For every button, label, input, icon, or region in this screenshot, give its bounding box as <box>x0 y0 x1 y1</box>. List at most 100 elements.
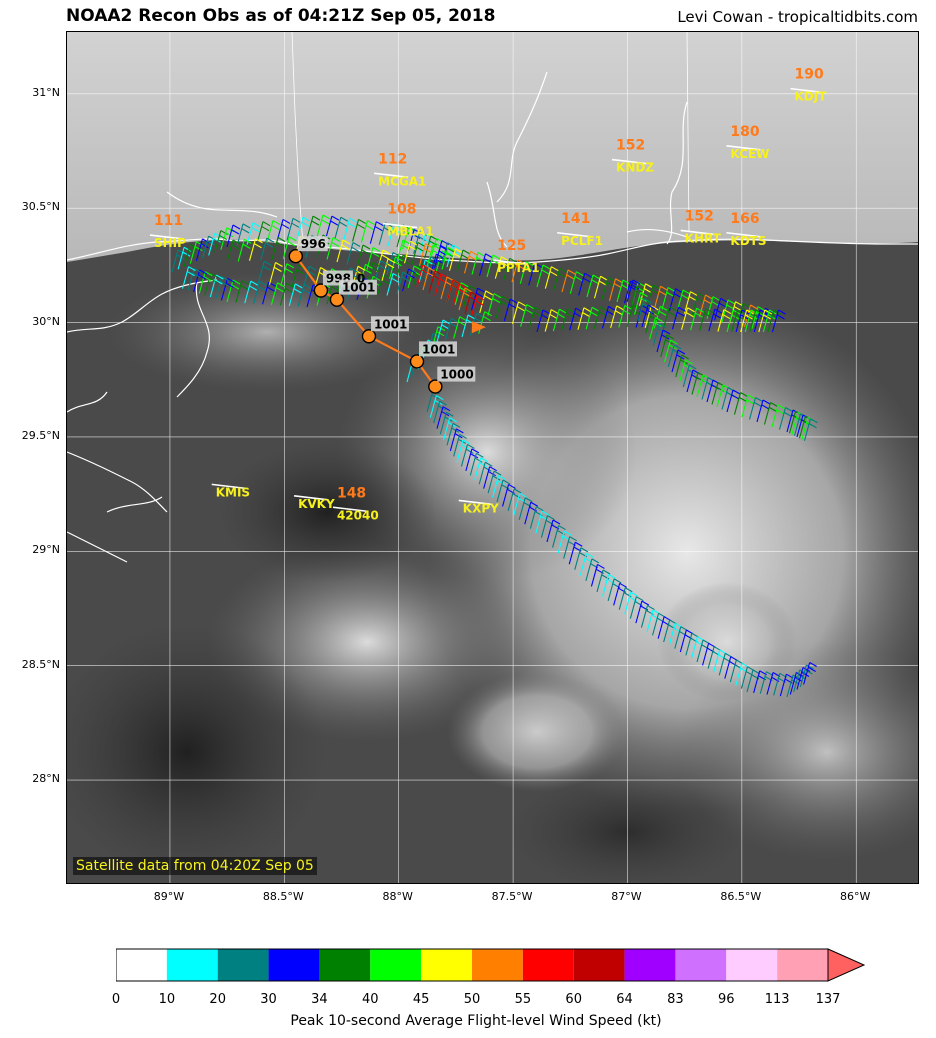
wind-barb <box>685 633 693 656</box>
wind-barb <box>667 287 676 292</box>
wind-barb <box>188 248 197 254</box>
wind-barb <box>451 317 459 323</box>
pressure-label-bg <box>370 316 409 332</box>
wind-barb <box>376 221 384 227</box>
wind-barb <box>458 283 467 289</box>
wind-barb <box>436 406 444 429</box>
wind-barb <box>443 417 451 440</box>
wind-barb <box>433 400 441 424</box>
station-kvky: KVKY <box>293 495 335 511</box>
wind-barb <box>653 306 661 329</box>
wind-barb <box>453 434 461 457</box>
wind-barb <box>608 278 617 301</box>
wind-barb <box>552 308 560 332</box>
wind-barb <box>711 301 720 307</box>
wind-barb <box>590 311 599 317</box>
wind-barb <box>799 669 807 675</box>
wind-barb <box>502 484 510 507</box>
wind-barb <box>392 228 401 234</box>
wind-barb <box>446 423 454 446</box>
wind-barb <box>533 311 542 317</box>
wind-barb <box>580 547 589 553</box>
wind-barb <box>541 510 550 516</box>
wind-barb <box>441 240 450 246</box>
wind-barb <box>231 244 240 250</box>
wind-barb <box>378 222 386 245</box>
lon-tick-label: 89°W <box>153 890 185 903</box>
wind-barb <box>660 334 668 358</box>
wind-barb <box>416 264 424 288</box>
wind-barb <box>202 238 210 244</box>
wind-barb <box>513 488 522 494</box>
wind-barb <box>657 616 665 639</box>
wind-barb <box>461 254 470 260</box>
wind-barb <box>762 399 771 405</box>
wind-barb <box>666 292 675 297</box>
lon-tick-label: 86°W <box>840 890 871 903</box>
wind-barb <box>458 287 466 311</box>
wind-barb <box>666 334 675 340</box>
wind-barb <box>226 224 234 248</box>
lat-tick-label: 30.5°N <box>21 200 60 214</box>
wind-barb <box>707 646 715 669</box>
wind-barb <box>446 244 454 268</box>
wind-barb <box>526 304 534 310</box>
wind-barb <box>508 303 517 309</box>
colorbar-tick-label: 50 <box>463 992 481 1007</box>
wind-barb <box>713 313 722 319</box>
wind-barb <box>529 506 537 529</box>
wind-barb <box>434 273 442 297</box>
wind-barb <box>373 260 382 283</box>
lat-tick-label: 28.5°N <box>21 657 60 671</box>
wind-barb <box>407 265 415 289</box>
wind-barb <box>454 282 462 305</box>
wind-barb <box>575 307 584 313</box>
wind-barb <box>478 253 487 276</box>
station-id: SHIP <box>154 236 186 250</box>
colorbar-bin <box>370 949 422 981</box>
wind-barb <box>193 269 201 293</box>
wind-barb <box>702 643 710 666</box>
wind-barb <box>459 433 467 439</box>
wind-barb <box>456 439 464 463</box>
wind-barb <box>585 307 593 330</box>
station-peak-value: 111 <box>154 213 183 229</box>
wind-barb <box>552 519 561 525</box>
wind-barb <box>288 236 297 242</box>
wind-barb <box>591 558 600 564</box>
wind-barb <box>236 223 244 247</box>
wind-barb <box>513 493 521 516</box>
wind-barb <box>349 217 357 223</box>
station-peak-value: 148 <box>337 485 366 501</box>
wind-barb <box>387 223 395 247</box>
wind-barb <box>429 238 437 261</box>
wind-barb <box>684 364 692 370</box>
wind-barb <box>786 409 794 433</box>
wind-barb <box>462 285 470 308</box>
wind-barb <box>661 334 670 340</box>
wind-barb <box>220 230 229 236</box>
wind-barb <box>476 295 485 301</box>
wind-barb <box>585 558 593 582</box>
station-id: MCGA1 <box>378 174 426 188</box>
wind-barb <box>652 323 660 346</box>
wind-barb <box>321 219 330 225</box>
pressure-label-bg <box>437 366 476 382</box>
wind-barb <box>616 279 624 303</box>
wind-barb <box>407 231 415 237</box>
wind-barb <box>268 262 277 285</box>
pressure-point <box>361 329 377 344</box>
wind-barb <box>508 262 516 268</box>
wind-barb <box>809 662 817 667</box>
wind-barb <box>586 274 594 298</box>
station-peak-value: 180 <box>730 124 759 140</box>
wind-barb <box>437 326 446 332</box>
wind-barb <box>731 309 739 333</box>
credit-text: Levi Cowan - tropicaltidbits.com <box>677 8 918 26</box>
wind-barb <box>788 411 797 434</box>
station-id: MBLA1 <box>387 225 433 239</box>
wind-barb <box>714 308 723 314</box>
wind-barb <box>778 309 786 315</box>
wind-barb <box>270 282 278 305</box>
